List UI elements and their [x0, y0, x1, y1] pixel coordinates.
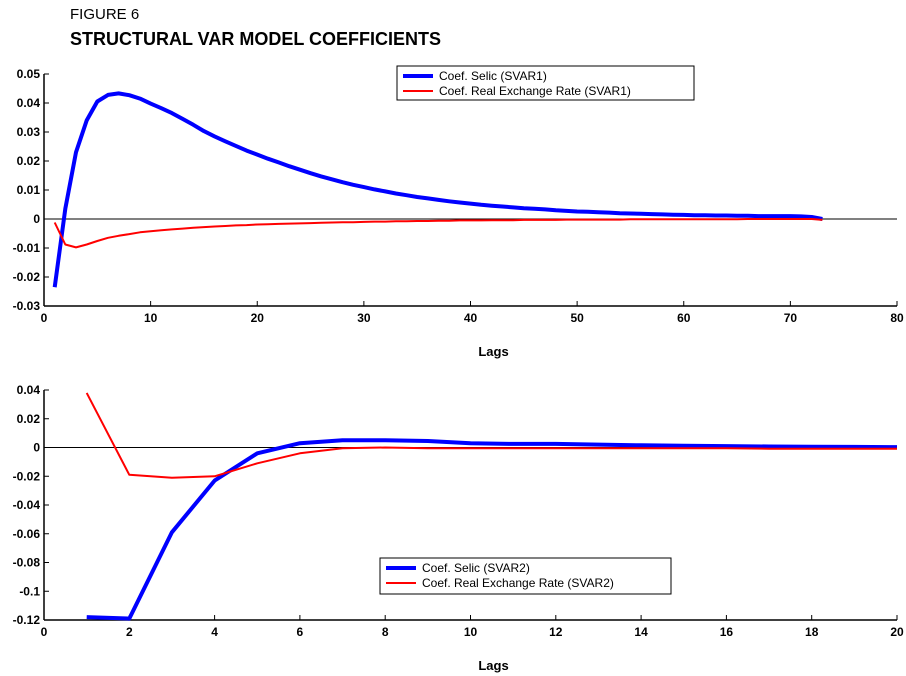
y-tick-label: -0.03	[13, 299, 41, 313]
x-tick-label: 8	[382, 625, 389, 639]
series-line-1	[86, 438, 898, 621]
figure-title: STRUCTURAL VAR MODEL COEFFICIENTS	[70, 29, 442, 49]
series-line-2	[53, 218, 823, 249]
x-axis-label: Lags	[478, 658, 508, 673]
y-tick-label: -0.02	[13, 270, 41, 284]
legend-box	[379, 557, 672, 595]
y-tick-label: -0.02	[13, 469, 41, 483]
y-tick-label: -0.12	[13, 613, 41, 627]
legend-label-1: Coef. Selic (SVAR2)	[422, 561, 530, 575]
y-tick-label: 0.05	[17, 67, 41, 81]
y-tick-label: 0.04	[17, 96, 41, 110]
x-tick-label: 50	[570, 311, 584, 325]
y-tick-label: -0.01	[13, 241, 41, 255]
y-tick-label: 0.03	[17, 125, 41, 139]
y-tick-label: 0	[33, 441, 40, 455]
legend-label-2: Coef. Real Exchange Rate (SVAR2)	[422, 576, 614, 590]
y-tick-label: -0.1	[19, 584, 40, 598]
x-tick-label: 14	[634, 625, 648, 639]
x-tick-label: 70	[784, 311, 798, 325]
series-line-2	[85, 392, 897, 479]
legend-box	[396, 65, 695, 101]
x-tick-label: 4	[211, 625, 218, 639]
chart-svar2: -0.12 -0.1 -0.08 -0.06 -0.04 -0.02 0 0.02 0.04 0 2…	[13, 383, 904, 673]
figure-label: FIGURE 6	[70, 6, 140, 23]
y-tick-label: 0.02	[17, 412, 41, 426]
y-tick-label: 0.04	[17, 383, 41, 397]
x-tick-label: 10	[144, 311, 158, 325]
x-tick-label: 18	[805, 625, 819, 639]
x-axis-label: Lags	[478, 344, 508, 359]
x-tick-label: 10	[464, 625, 478, 639]
x-tick-label: 20	[890, 625, 904, 639]
x-tick-label: 40	[464, 311, 478, 325]
y-tick-label: 0.01	[17, 183, 41, 197]
x-tick-label: 6	[297, 625, 304, 639]
y-tick-label: -0.04	[13, 498, 41, 512]
x-tick-label: 60	[677, 311, 691, 325]
x-tick-label: 16	[720, 625, 734, 639]
series-line-1	[52, 91, 823, 288]
x-tick-label: 20	[251, 311, 265, 325]
x-tick-label: 2	[126, 625, 133, 639]
y-tick-label: -0.06	[13, 527, 41, 541]
y-tick-label: 0	[33, 212, 40, 226]
x-tick-label: 0	[41, 625, 48, 639]
y-tick-label: -0.08	[13, 556, 41, 570]
y-tick-label: 0.02	[17, 154, 41, 168]
x-tick-label: 12	[549, 625, 563, 639]
x-tick-label: 0	[41, 311, 48, 325]
chart-svar1: -0.03 -0.02 -0.01 0 0.01 0.02 0.03 0.04 0.05 0 10 2…	[13, 65, 904, 359]
x-tick-label: 80	[890, 311, 904, 325]
legend-label-1: Coef. Selic (SVAR1)	[439, 69, 547, 83]
legend-label-2: Coef. Real Exchange Rate (SVAR1)	[439, 84, 631, 98]
x-tick-label: 30	[357, 311, 371, 325]
